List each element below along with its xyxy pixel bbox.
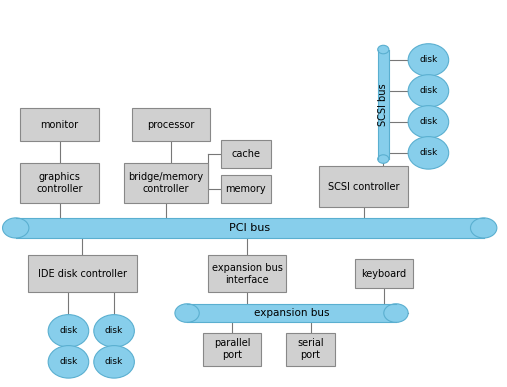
Text: monitor: monitor bbox=[41, 120, 79, 130]
FancyBboxPatch shape bbox=[286, 333, 335, 366]
FancyBboxPatch shape bbox=[20, 163, 99, 203]
Text: IDE disk controller: IDE disk controller bbox=[38, 269, 127, 279]
Ellipse shape bbox=[408, 44, 449, 76]
Text: disk: disk bbox=[419, 117, 438, 127]
FancyBboxPatch shape bbox=[28, 255, 137, 292]
FancyBboxPatch shape bbox=[355, 259, 413, 288]
FancyBboxPatch shape bbox=[16, 218, 484, 238]
FancyBboxPatch shape bbox=[203, 333, 261, 366]
Text: memory: memory bbox=[226, 184, 266, 194]
Ellipse shape bbox=[3, 218, 29, 238]
Ellipse shape bbox=[408, 106, 449, 138]
Text: disk: disk bbox=[105, 326, 123, 336]
Text: disk: disk bbox=[59, 326, 78, 336]
FancyBboxPatch shape bbox=[187, 304, 396, 322]
Text: disk: disk bbox=[419, 86, 438, 96]
Ellipse shape bbox=[48, 346, 89, 378]
Ellipse shape bbox=[470, 218, 497, 238]
Text: disk: disk bbox=[105, 357, 123, 366]
Ellipse shape bbox=[378, 45, 389, 54]
Text: parallel
port: parallel port bbox=[214, 339, 250, 360]
FancyBboxPatch shape bbox=[221, 140, 271, 168]
Text: serial
port: serial port bbox=[297, 339, 324, 360]
Text: graphics
controller: graphics controller bbox=[37, 172, 83, 194]
Ellipse shape bbox=[384, 304, 408, 322]
FancyBboxPatch shape bbox=[20, 108, 99, 141]
Text: PCI bus: PCI bus bbox=[229, 223, 270, 233]
Text: keyboard: keyboard bbox=[361, 269, 407, 279]
Text: disk: disk bbox=[419, 148, 438, 158]
Text: SCSI controller: SCSI controller bbox=[328, 182, 400, 192]
Ellipse shape bbox=[408, 137, 449, 169]
Ellipse shape bbox=[378, 155, 389, 163]
Ellipse shape bbox=[94, 315, 134, 347]
Ellipse shape bbox=[408, 75, 449, 107]
Ellipse shape bbox=[94, 346, 134, 378]
Ellipse shape bbox=[48, 315, 89, 347]
Ellipse shape bbox=[175, 304, 199, 322]
Text: expansion bus: expansion bus bbox=[254, 308, 329, 318]
Text: processor: processor bbox=[148, 120, 195, 130]
Text: disk: disk bbox=[419, 55, 438, 65]
FancyBboxPatch shape bbox=[319, 166, 408, 207]
Text: expansion bus
interface: expansion bus interface bbox=[212, 263, 282, 284]
FancyBboxPatch shape bbox=[124, 163, 208, 203]
FancyBboxPatch shape bbox=[132, 108, 210, 141]
FancyBboxPatch shape bbox=[378, 50, 389, 159]
FancyBboxPatch shape bbox=[208, 255, 286, 292]
Text: disk: disk bbox=[59, 357, 78, 366]
Text: bridge/memory
controller: bridge/memory controller bbox=[128, 172, 204, 194]
Text: SCSI bus: SCSI bus bbox=[378, 83, 388, 126]
Text: cache: cache bbox=[231, 149, 261, 159]
FancyBboxPatch shape bbox=[221, 175, 271, 203]
